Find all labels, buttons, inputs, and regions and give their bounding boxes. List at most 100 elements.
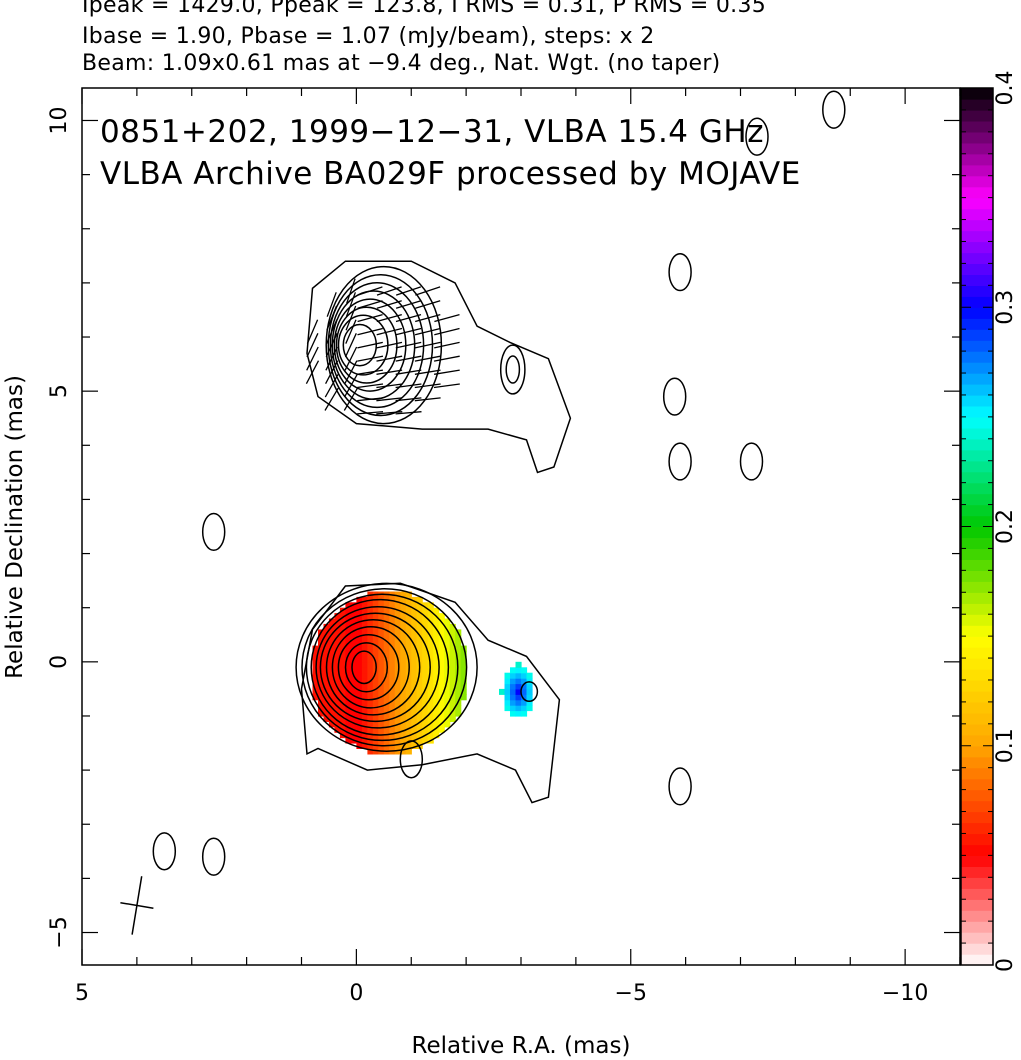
pol-pixel bbox=[367, 694, 374, 701]
colorbar-band bbox=[961, 712, 993, 725]
pol-pixel bbox=[389, 721, 396, 728]
pol-pixel bbox=[526, 678, 533, 685]
pol-pixel bbox=[400, 694, 407, 701]
pol-pixel bbox=[367, 710, 374, 717]
colorbar-band bbox=[961, 230, 993, 243]
pol-pixel bbox=[515, 694, 522, 701]
pol-pixel bbox=[334, 688, 341, 695]
pol-pixel bbox=[427, 623, 434, 630]
pol-pixel bbox=[444, 629, 451, 636]
pol-pixel bbox=[372, 651, 379, 657]
pol-pixel bbox=[350, 694, 357, 701]
x-tick-label: −10 bbox=[882, 981, 928, 1006]
pol-pixel bbox=[318, 710, 325, 717]
colorbar-band bbox=[961, 756, 993, 769]
pol-pixel bbox=[521, 672, 528, 679]
pol-pixel bbox=[361, 721, 368, 728]
pol-pixel bbox=[356, 667, 363, 674]
colorbar-band bbox=[961, 888, 993, 900]
colorbar-band bbox=[961, 877, 993, 889]
pol-pixel bbox=[411, 661, 418, 668]
pol-pixel bbox=[444, 694, 451, 701]
pol-pixel bbox=[411, 699, 418, 706]
pol-pixel bbox=[378, 661, 385, 668]
core-contour bbox=[319, 612, 431, 723]
colorbar-tick-label: 0.1 bbox=[993, 728, 1018, 763]
colorbar-band bbox=[961, 734, 993, 747]
pol-pixel bbox=[400, 629, 407, 636]
evpa-vector bbox=[357, 286, 383, 296]
pol-pixel bbox=[433, 688, 440, 695]
evpa-vector bbox=[324, 387, 339, 411]
secondary-contour bbox=[342, 323, 378, 367]
pol-pixel bbox=[433, 721, 440, 728]
pol-pixel bbox=[394, 683, 401, 690]
pol-pixel bbox=[367, 737, 374, 744]
pol-pixel bbox=[416, 737, 423, 744]
pol-pixel bbox=[400, 613, 407, 620]
pol-pixel bbox=[433, 618, 440, 625]
pol-pixel bbox=[449, 678, 456, 685]
evpa-vector bbox=[376, 397, 403, 402]
core-contour bbox=[310, 598, 450, 736]
pol-pixel bbox=[383, 607, 390, 614]
pol-pixel bbox=[510, 678, 517, 685]
pol-pixel bbox=[339, 705, 346, 712]
header-line-2: Ibase = 1.90, Pbase = 1.07 (mJy/beam), s… bbox=[82, 24, 655, 49]
colorbar-band bbox=[961, 362, 993, 374]
pol-pixel bbox=[427, 683, 434, 690]
pol-pixel bbox=[383, 716, 390, 722]
pol-pixel bbox=[367, 656, 374, 663]
colorbar-band bbox=[961, 252, 993, 264]
colorbar-band bbox=[961, 219, 993, 232]
noise-contour bbox=[745, 117, 769, 156]
pol-pixel bbox=[510, 672, 517, 679]
pol-pixel bbox=[389, 726, 396, 733]
pol-pixel bbox=[394, 591, 401, 598]
pol-pixel bbox=[504, 705, 511, 712]
pol-pixel bbox=[460, 694, 467, 701]
pol-pixel bbox=[521, 667, 528, 674]
pol-pixel bbox=[389, 640, 396, 647]
colorbar-band bbox=[961, 943, 993, 955]
pol-pixel bbox=[438, 678, 445, 685]
noise-contour bbox=[668, 252, 692, 292]
pol-pixel bbox=[378, 623, 385, 630]
pol-pixel bbox=[416, 640, 423, 647]
colorbar-band bbox=[961, 405, 993, 418]
pol-pixel bbox=[345, 726, 352, 733]
pol-pixel bbox=[444, 721, 451, 728]
colorbar-band bbox=[961, 866, 993, 878]
colorbar-band bbox=[961, 175, 993, 188]
pol-pixel bbox=[455, 705, 462, 712]
pol-pixel bbox=[416, 716, 423, 722]
pol-pixel bbox=[411, 678, 418, 685]
pol-pixel bbox=[455, 651, 462, 657]
pol-pixel bbox=[356, 699, 363, 706]
pol-pixel bbox=[318, 705, 325, 712]
pol-pixel bbox=[504, 694, 511, 701]
noise-contour bbox=[201, 512, 226, 552]
pol-pixel bbox=[438, 613, 445, 620]
pol-pixel bbox=[356, 688, 363, 695]
pol-pixel bbox=[356, 656, 363, 663]
pol-pixel bbox=[345, 721, 352, 728]
pol-pixel bbox=[372, 721, 379, 728]
pol-pixel bbox=[389, 661, 396, 668]
pol-pixel bbox=[334, 678, 341, 685]
pol-pixel bbox=[422, 667, 429, 674]
pol-pixel bbox=[339, 678, 346, 685]
colorbar-band bbox=[961, 570, 993, 582]
evpa-vector bbox=[395, 286, 422, 296]
evpa-vector bbox=[434, 313, 460, 323]
pol-pixel bbox=[350, 710, 357, 717]
colorbar-band bbox=[961, 548, 993, 560]
colorbar-band bbox=[961, 647, 993, 659]
pol-pixel bbox=[438, 705, 445, 712]
pol-pixel bbox=[361, 613, 368, 620]
pol-pixel bbox=[389, 607, 396, 614]
pol-pixel bbox=[378, 645, 385, 652]
pol-pixel bbox=[427, 726, 434, 733]
evpa-vector bbox=[395, 411, 422, 415]
pol-pixel bbox=[394, 607, 401, 614]
